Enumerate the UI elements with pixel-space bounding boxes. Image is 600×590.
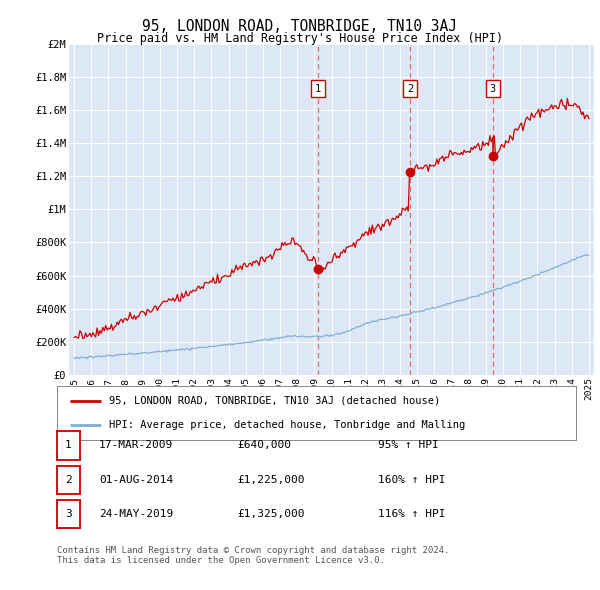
Text: Price paid vs. HM Land Registry's House Price Index (HPI): Price paid vs. HM Land Registry's House … (97, 32, 503, 45)
Text: 1: 1 (315, 84, 321, 94)
Text: 3: 3 (65, 509, 72, 519)
Text: 95% ↑ HPI: 95% ↑ HPI (378, 441, 439, 450)
Text: 95, LONDON ROAD, TONBRIDGE, TN10 3AJ (detached house): 95, LONDON ROAD, TONBRIDGE, TN10 3AJ (de… (109, 396, 440, 406)
Text: 2: 2 (407, 84, 413, 94)
Text: 1: 1 (65, 441, 72, 450)
Text: £1,325,000: £1,325,000 (237, 509, 305, 519)
Text: £640,000: £640,000 (237, 441, 291, 450)
Text: 2: 2 (65, 475, 72, 484)
Text: 24-MAY-2019: 24-MAY-2019 (99, 509, 173, 519)
Text: 95, LONDON ROAD, TONBRIDGE, TN10 3AJ: 95, LONDON ROAD, TONBRIDGE, TN10 3AJ (143, 19, 458, 34)
Text: 160% ↑ HPI: 160% ↑ HPI (378, 475, 445, 484)
Text: £1,225,000: £1,225,000 (237, 475, 305, 484)
Text: 17-MAR-2009: 17-MAR-2009 (99, 441, 173, 450)
Text: Contains HM Land Registry data © Crown copyright and database right 2024.
This d: Contains HM Land Registry data © Crown c… (57, 546, 449, 565)
Text: HPI: Average price, detached house, Tonbridge and Malling: HPI: Average price, detached house, Tonb… (109, 420, 465, 430)
Text: 116% ↑ HPI: 116% ↑ HPI (378, 509, 445, 519)
Text: 3: 3 (490, 84, 496, 94)
Text: 01-AUG-2014: 01-AUG-2014 (99, 475, 173, 484)
